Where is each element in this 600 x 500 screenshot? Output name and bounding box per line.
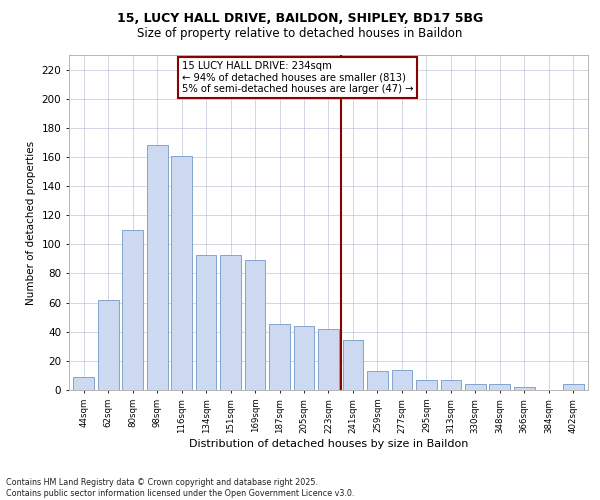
Bar (416, 380, 437, 390)
Bar (269, 324, 290, 390)
Bar (318, 329, 339, 390)
Bar (367, 371, 388, 390)
Bar (514, 387, 535, 390)
Text: 15 LUCY HALL DRIVE: 234sqm
← 94% of detached houses are smaller (813)
5% of semi: 15 LUCY HALL DRIVE: 234sqm ← 94% of deta… (182, 61, 413, 94)
Bar (122, 230, 143, 390)
Text: Size of property relative to detached houses in Baildon: Size of property relative to detached ho… (137, 28, 463, 40)
Bar (343, 340, 364, 390)
Bar (490, 384, 510, 390)
Bar (440, 380, 461, 390)
Bar (147, 146, 167, 390)
Bar (196, 254, 217, 390)
Text: Contains HM Land Registry data © Crown copyright and database right 2025.
Contai: Contains HM Land Registry data © Crown c… (6, 478, 355, 498)
Bar (563, 384, 584, 390)
Text: 15, LUCY HALL DRIVE, BAILDON, SHIPLEY, BD17 5BG: 15, LUCY HALL DRIVE, BAILDON, SHIPLEY, B… (117, 12, 483, 26)
Bar (73, 377, 94, 390)
Bar (293, 326, 314, 390)
Y-axis label: Number of detached properties: Number of detached properties (26, 140, 36, 304)
Bar (220, 254, 241, 390)
Bar (98, 300, 119, 390)
Bar (392, 370, 412, 390)
X-axis label: Distribution of detached houses by size in Baildon: Distribution of detached houses by size … (189, 440, 468, 450)
Bar (245, 260, 265, 390)
Bar (465, 384, 486, 390)
Bar (171, 156, 192, 390)
